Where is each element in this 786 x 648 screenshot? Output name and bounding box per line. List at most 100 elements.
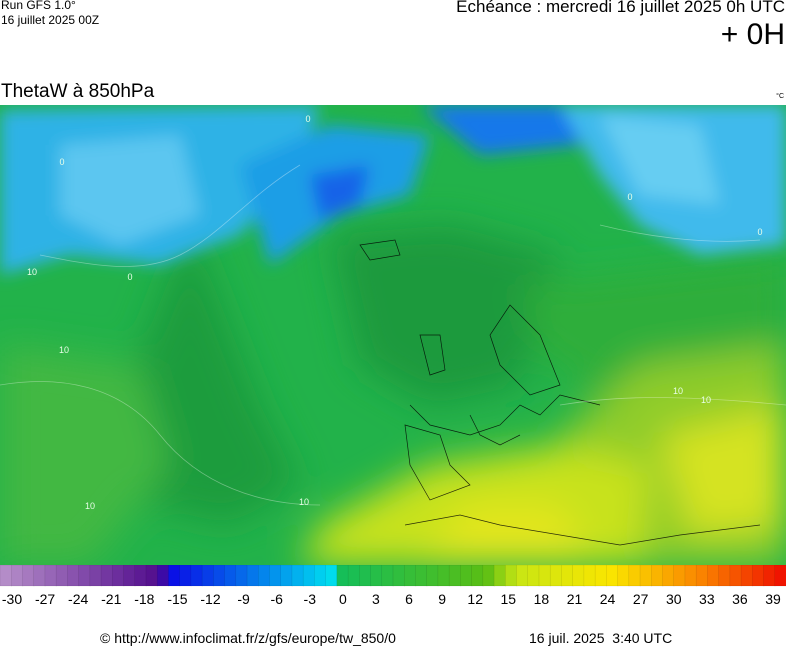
colorbar-tick-label: 3: [372, 591, 380, 607]
contour-label: 0: [59, 157, 64, 167]
contour-label: 0: [127, 272, 132, 282]
contour-label: 10: [85, 501, 95, 511]
colorbar-swatch: [67, 565, 80, 587]
colorbar-swatch: [33, 565, 46, 587]
colorbar-tick-label: -6: [270, 591, 283, 607]
colorbar-tick-label: 0: [339, 591, 347, 607]
colorbar-swatch: [347, 565, 361, 587]
colorbar-swatch: [774, 565, 786, 587]
colorbar-swatch: [549, 565, 563, 587]
colorbar-swatch: [22, 565, 35, 587]
colorbar-swatch: [0, 565, 12, 587]
colorbar-swatch: [246, 565, 260, 587]
colorbar-swatch: [617, 565, 630, 587]
colorbar-swatch: [78, 565, 91, 587]
colorbar: -30 -27 -24 -21 -18 -15 -12 -9 -6 -3 0 3 6 9 12 15 18 21 2…: [0, 565, 786, 607]
colorbar-swatch: [123, 565, 136, 587]
colorbar-tick-label: -24: [68, 591, 88, 607]
colorbar-swatch: [134, 565, 147, 587]
colorbar-swatch: [100, 565, 114, 587]
colorbar-swatch: [213, 565, 226, 587]
colorbar-swatch: [415, 565, 428, 587]
colorbar-swatch: [89, 565, 102, 587]
colorbar-swatch: [718, 565, 731, 587]
colorbar-swatch: [763, 565, 776, 587]
colorbar-swatch: [662, 565, 675, 587]
colorbar-swatch: [684, 565, 697, 587]
colorbar-swatch: [55, 565, 69, 587]
colorbar-swatch: [235, 565, 248, 587]
colorbar-swatch: [639, 565, 653, 587]
colorbar-swatch: [460, 565, 473, 587]
colorbar-swatch: [291, 565, 304, 587]
colorbar-tick-label: -15: [167, 591, 187, 607]
generated: 16 juil. 2025 3:40 UTC: [529, 630, 673, 646]
colorbar-swatch: [10, 565, 24, 587]
colorbar-swatch: [426, 565, 439, 587]
colorbar-swatch: [437, 565, 450, 587]
colorbar-swatch: [740, 565, 754, 587]
colorbar-swatch: [516, 565, 529, 587]
colorbar-swatch: [673, 565, 686, 587]
colorbar-swatch: [561, 565, 574, 587]
colorbar-swatch: [359, 565, 372, 587]
colorbar-swatch: [156, 565, 170, 587]
colorbar-swatch: [583, 565, 596, 587]
contour-label: 0: [305, 114, 310, 124]
colorbar-tick-label: -21: [101, 591, 121, 607]
colorbar-swatch: [482, 565, 495, 587]
colorbar-tick-label: 39: [765, 591, 781, 607]
forecast-label: Echéance : mercredi 16 juillet 2025 0h U…: [456, 0, 785, 16]
colorbar-swatch: [707, 565, 720, 587]
colorbar-tick-label: -27: [35, 591, 55, 607]
colorbar-swatch: [224, 565, 237, 587]
contour-label: 10: [673, 386, 683, 396]
colorbar-tick-label: 27: [633, 591, 649, 607]
colorbar-swatch: [314, 565, 327, 587]
contour-label: 10: [59, 345, 69, 355]
colorbar-tick-label: 24: [600, 591, 616, 607]
colorbar-swatch: [527, 565, 540, 587]
colorbar-swatch: [168, 565, 181, 587]
colorbar-swatch: [505, 565, 518, 587]
colorbar-swatch: [179, 565, 192, 587]
colorbar-tick-label: 9: [438, 591, 446, 607]
colorbar-swatch: [112, 565, 125, 587]
colorbar-tick-label: -12: [200, 591, 220, 607]
map-title: ThetaW à 850hPa: [1, 81, 155, 102]
colorbar-tick-label: 6: [405, 591, 413, 607]
contour-label: 10: [27, 267, 37, 277]
colorbar-tick-label: 15: [501, 591, 517, 607]
colorbar-swatch: [493, 565, 507, 587]
colorbar-swatch: [145, 565, 158, 587]
colorbar-swatch: [381, 565, 394, 587]
colorbar-tick-label: 36: [732, 591, 748, 607]
run-label: Run GFS 1.0°: [1, 0, 76, 12]
colorbar-tick-label: -30: [2, 591, 22, 607]
contour-label: 10: [701, 395, 711, 405]
colorbar-swatch: [572, 565, 585, 587]
run-date: 16 juillet 2025 00Z: [1, 13, 100, 27]
colorbar-swatch: [594, 565, 608, 587]
colorbar-swatch: [325, 565, 338, 587]
colorbar-tick-label: 12: [467, 591, 483, 607]
colorbar-swatch: [471, 565, 484, 587]
colorbar-swatch: [628, 565, 641, 587]
colorbar-swatch: [280, 565, 293, 587]
unit: °C: [776, 93, 784, 100]
colorbar-tick-label: 21: [567, 591, 583, 607]
colorbar-swatch: [752, 565, 765, 587]
forecast-offset: + 0H: [720, 18, 785, 51]
colorbar-tick-label: -18: [134, 591, 154, 607]
colorbar-swatch: [695, 565, 709, 587]
colorbar-swatch: [729, 565, 742, 587]
colorbar-swatch: [538, 565, 551, 587]
colorbar-swatch: [190, 565, 203, 587]
colorbar-tick-label: -9: [237, 591, 250, 607]
colorbar-tick-label: 30: [666, 591, 682, 607]
colorbar-swatch: [651, 565, 664, 587]
colorbar-swatch: [392, 565, 405, 587]
colorbar-swatch: [258, 565, 271, 587]
map: 0 0 0 0 0 10 10 10 10 10 10: [0, 105, 786, 565]
